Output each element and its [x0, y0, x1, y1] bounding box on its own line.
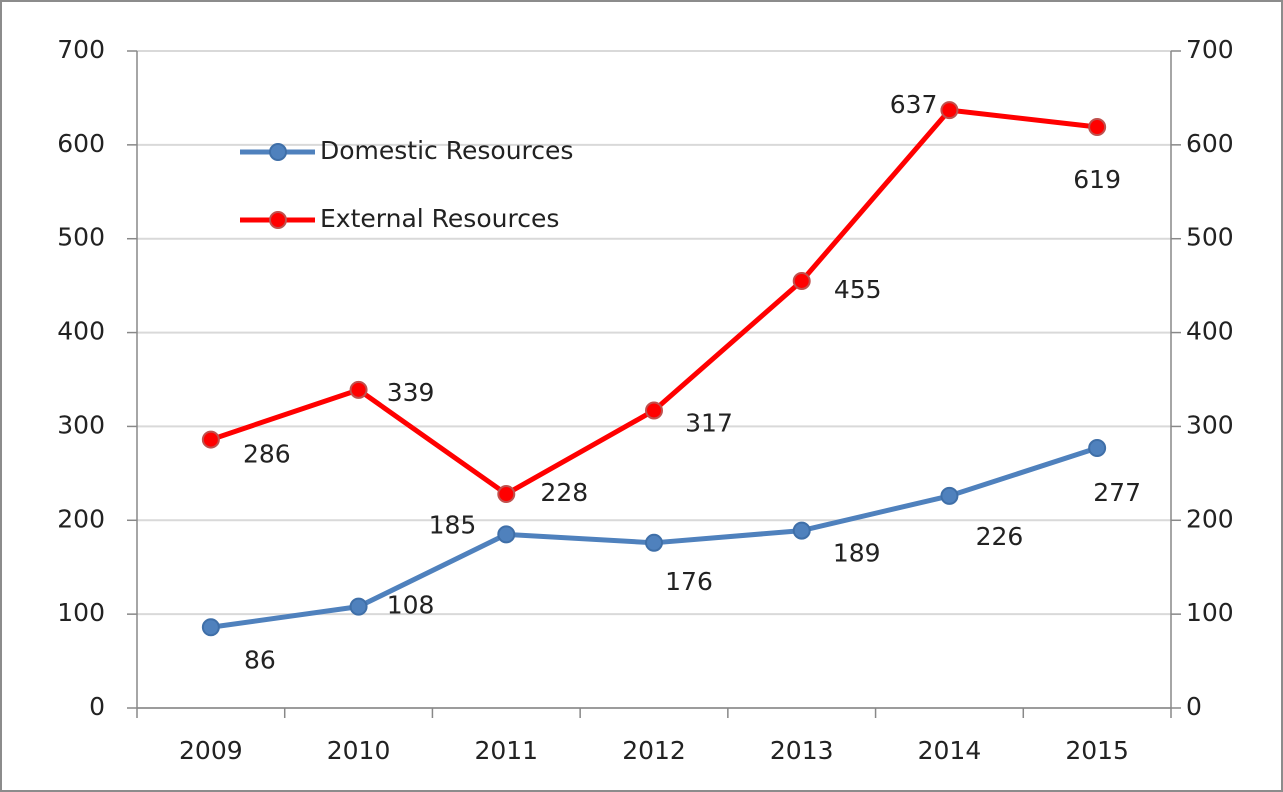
point [940, 486, 959, 505]
legend-label: External Resources [320, 204, 559, 233]
y2-tick-label: 600 [1186, 129, 1234, 158]
point [349, 380, 368, 399]
x-tick-label: 2012 [622, 736, 686, 765]
point [940, 101, 959, 120]
point [497, 525, 516, 544]
data-label: 226 [976, 522, 1024, 551]
y2-tick-label: 400 [1186, 317, 1234, 346]
point [645, 533, 663, 552]
data-label: 317 [685, 408, 733, 437]
legend-marker [269, 143, 287, 161]
point [792, 271, 811, 290]
y2-tick-label: 200 [1186, 504, 1234, 533]
point [201, 430, 220, 449]
data-label: 619 [1073, 165, 1121, 194]
y2-tick-label: 700 [1186, 35, 1234, 64]
y-tick-label: 300 [57, 410, 105, 439]
legend-label: Domestic Resources [320, 136, 573, 165]
data-label: 185 [429, 510, 477, 539]
x-tick-label: 2009 [179, 736, 243, 765]
data-label: 339 [387, 378, 435, 407]
y-tick-label: 0 [89, 692, 105, 721]
y-tick-label: 100 [57, 598, 105, 627]
point [1088, 118, 1107, 137]
y-tick-label: 400 [57, 317, 105, 346]
point [645, 401, 663, 420]
x-tick-label: 2013 [770, 736, 834, 765]
point [1088, 439, 1107, 458]
x-tick-label: 2015 [1065, 736, 1129, 765]
y2-tick-label: 100 [1186, 598, 1234, 627]
x-tick-label: 2011 [474, 736, 538, 765]
point [792, 521, 811, 540]
data-label: 86 [244, 645, 276, 674]
y-tick-label: 600 [57, 129, 105, 158]
y2-tick-label: 500 [1186, 223, 1234, 252]
y-tick-label: 700 [57, 35, 105, 64]
data-label: 286 [243, 440, 291, 469]
point [349, 597, 368, 616]
data-label: 228 [540, 478, 588, 507]
point [201, 618, 220, 637]
legend-marker [269, 211, 287, 229]
data-label: 108 [387, 591, 435, 620]
y-tick-label: 500 [57, 223, 105, 252]
data-label: 189 [833, 539, 881, 568]
data-label: 277 [1093, 478, 1141, 507]
data-label: 455 [834, 275, 882, 304]
y2-tick-label: 300 [1186, 410, 1234, 439]
point [497, 485, 516, 504]
y2-tick-label: 0 [1186, 692, 1202, 721]
x-tick-label: 2010 [327, 736, 391, 765]
y-tick-label: 200 [57, 504, 105, 533]
data-label: 637 [890, 90, 938, 119]
data-label: 176 [665, 567, 713, 596]
x-tick-label: 2014 [918, 736, 982, 765]
